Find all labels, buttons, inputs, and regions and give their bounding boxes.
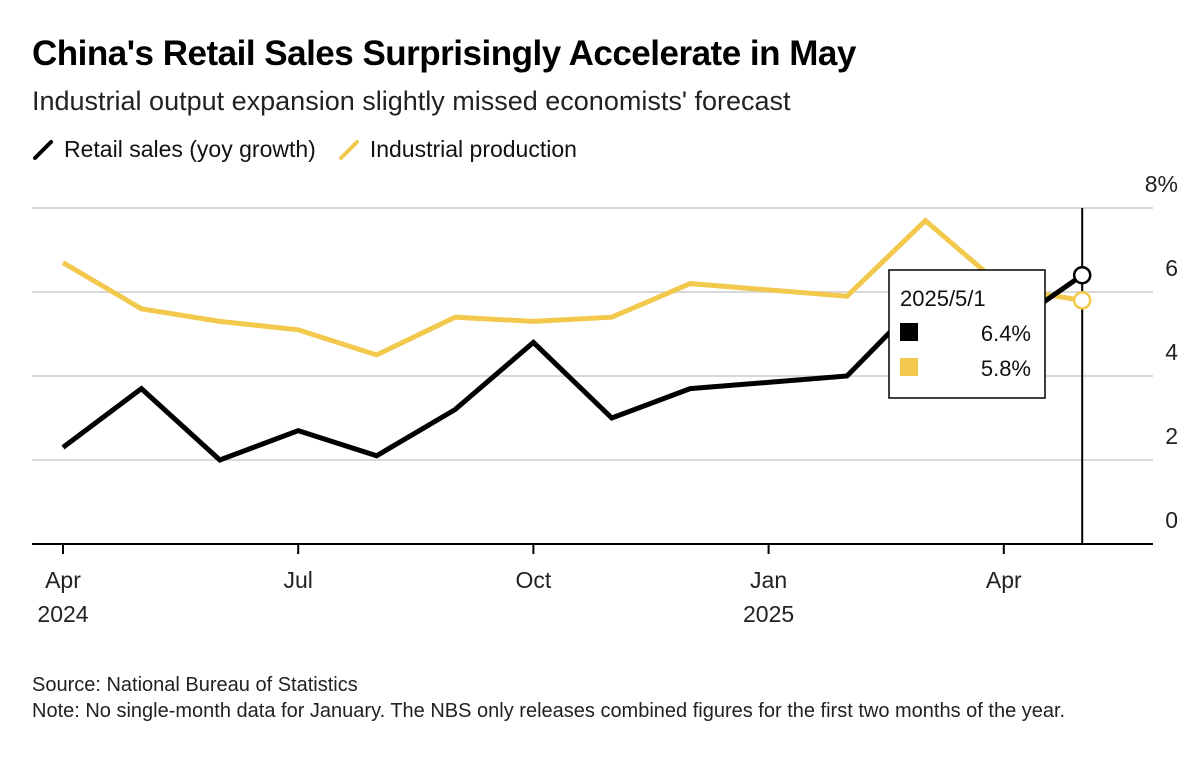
tooltip-value-retail: 6.4% bbox=[981, 321, 1031, 346]
y-tick-label: 8% bbox=[1145, 171, 1178, 197]
line-chart: 8% 6 4 2 0 Apr 2024 Jul Oct Jan 2025 Apr 2025/5/1 6.4… bbox=[32, 171, 1178, 627]
tooltip-swatch-industrial bbox=[900, 358, 918, 376]
industrial-production-line bbox=[61, 217, 1083, 358]
legend-label-retail: Retail sales (yoy growth) bbox=[64, 136, 316, 162]
tooltip-date: 2025/5/1 bbox=[900, 286, 986, 311]
legend-label-industrial: Industrial production bbox=[369, 136, 577, 162]
tooltip: 2025/5/1 6.4% 5.8% bbox=[888, 269, 1046, 399]
footer: Source: National Bureau of Statistics No… bbox=[32, 672, 1172, 724]
y-tick-label: 2 bbox=[1165, 423, 1178, 449]
tooltip-swatch-retail bbox=[900, 323, 918, 341]
tooltip-value-industrial: 5.8% bbox=[981, 356, 1031, 381]
legend-line-icon-industrial bbox=[338, 139, 359, 160]
x-tick-label: Apr bbox=[986, 567, 1022, 593]
legend-item-retail[interactable]: Retail sales (yoy growth) bbox=[32, 136, 316, 163]
chart-subtitle: Industrial output expansion slightly mis… bbox=[32, 86, 791, 116]
footnote: Note: No single-month data for January. … bbox=[32, 700, 1066, 722]
x-tick-label: Jul bbox=[283, 567, 312, 593]
source-note: Source: National Bureau of Statistics bbox=[32, 674, 358, 696]
x-tick-sublabel: 2025 bbox=[743, 601, 794, 627]
x-tick-label: Jan bbox=[750, 567, 787, 593]
retail-sales-marker bbox=[1072, 265, 1092, 285]
x-tick-sublabel: 2024 bbox=[37, 601, 88, 627]
x-tick-label: Oct bbox=[516, 567, 552, 593]
legend-item-industrial[interactable]: Industrial production bbox=[338, 136, 577, 163]
chart-title: China's Retail Sales Surprisingly Accele… bbox=[32, 34, 856, 73]
y-tick-label: 6 bbox=[1165, 255, 1178, 281]
legend-line-icon-retail bbox=[33, 139, 53, 160]
x-tick-label: Apr bbox=[45, 567, 81, 593]
legend: Retail sales (yoy growth) Industrial pro… bbox=[32, 136, 577, 163]
y-tick-label: 4 bbox=[1165, 339, 1178, 365]
industrial-production-marker bbox=[1072, 291, 1092, 310]
y-tick-label: 0 bbox=[1165, 507, 1178, 533]
